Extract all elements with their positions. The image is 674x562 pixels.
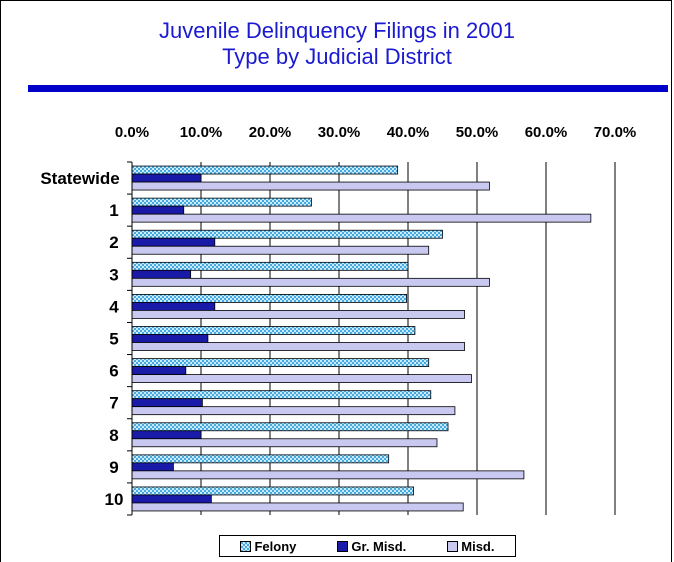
chart-title: Juvenile Delinquency Filings in 2001 Typ… [0, 18, 674, 70]
legend-swatch [337, 540, 349, 552]
misd-bar [131, 213, 592, 223]
legend-label: Misd. [461, 538, 495, 554]
misd-bar [131, 502, 464, 512]
category-label: 8 [109, 426, 118, 445]
legend-label: Felony [254, 538, 297, 554]
category-label: Statewide [40, 169, 119, 188]
category-label: 2 [109, 233, 118, 252]
category-label: 7 [109, 394, 118, 413]
title-divider [28, 85, 668, 92]
felony-bar [131, 294, 408, 303]
category-label: 3 [109, 265, 118, 284]
legend-swatch [447, 540, 459, 552]
x-tick-label: 70.0% [594, 124, 637, 141]
legend-label: Gr. Misd. [351, 538, 407, 554]
misd-bar [131, 245, 430, 255]
legend-item: Felony [240, 539, 296, 554]
legend-item: Gr. Misd. [337, 539, 406, 554]
chart-title-line1: Juvenile Delinquency Filings in 2001 [159, 18, 515, 43]
gr-misd-bar [131, 494, 212, 504]
felony-bar [131, 197, 312, 207]
misd-bar [131, 406, 456, 416]
gr-misd-bar [131, 462, 174, 472]
x-tick-label: 40.0% [387, 124, 430, 141]
x-tick-label: 0.0% [115, 124, 149, 141]
felony-bar [131, 165, 399, 175]
misd-bar [131, 438, 438, 448]
gr-misd-bar [131, 430, 202, 440]
x-tick-label: 10.0% [180, 124, 223, 141]
category-label: 6 [109, 362, 118, 381]
felony-bar [131, 422, 449, 432]
misd-bar [131, 342, 465, 351]
gr-misd-bar [131, 334, 209, 343]
felony-bar [131, 229, 443, 239]
legend: Felony Gr. Misd. Misd. [219, 535, 516, 557]
x-tick-label: 20.0% [249, 124, 292, 141]
y-axis [127, 161, 133, 516]
felony-bar [131, 261, 409, 271]
legend-swatch [240, 540, 252, 552]
x-tick-label: 50.0% [456, 124, 499, 141]
gr-misd-bar [131, 237, 216, 247]
gr-misd-bar [131, 173, 202, 183]
felony-bar [131, 486, 414, 496]
category-label: 10 [105, 490, 124, 509]
category-label: 5 [109, 330, 118, 349]
x-tick-label: 30.0% [318, 124, 361, 141]
legend-item: Misd. [447, 538, 495, 554]
misd-bar [131, 181, 490, 191]
bars [131, 165, 592, 512]
felony-bar [131, 358, 430, 367]
gr-misd-bar [131, 302, 216, 311]
gr-misd-bar [131, 205, 185, 215]
x-axis-ticks: 0.0% 10.0% 20.0% 30.0% 40.0% 50.0% 60.0% 70.0% [115, 124, 636, 141]
category-label: 9 [109, 458, 118, 477]
y-axis-labels: Statewide 1 2 3 4 5 6 7 8 9 10 [40, 169, 123, 509]
felony-bar [131, 390, 432, 400]
category-label: 4 [109, 297, 119, 316]
chart-title-line2: Type by Judicial District [222, 44, 452, 69]
misd-bar [131, 310, 465, 319]
x-tick-label: 60.0% [525, 124, 568, 141]
gr-misd-bar [131, 398, 203, 408]
misd-bar [131, 374, 472, 383]
felony-bar [131, 454, 390, 464]
felony-bar [131, 326, 416, 335]
bar-chart: 0.0% 10.0% 20.0% 30.0% 40.0% 50.0% 60.0% 7 0.0% … [40, 124, 636, 516]
category-label: 1 [109, 201, 118, 220]
gr-misd-bar [131, 366, 187, 375]
misd-bar [131, 470, 525, 480]
misd-bar [131, 277, 490, 287]
gr-misd-bar [131, 269, 192, 279]
